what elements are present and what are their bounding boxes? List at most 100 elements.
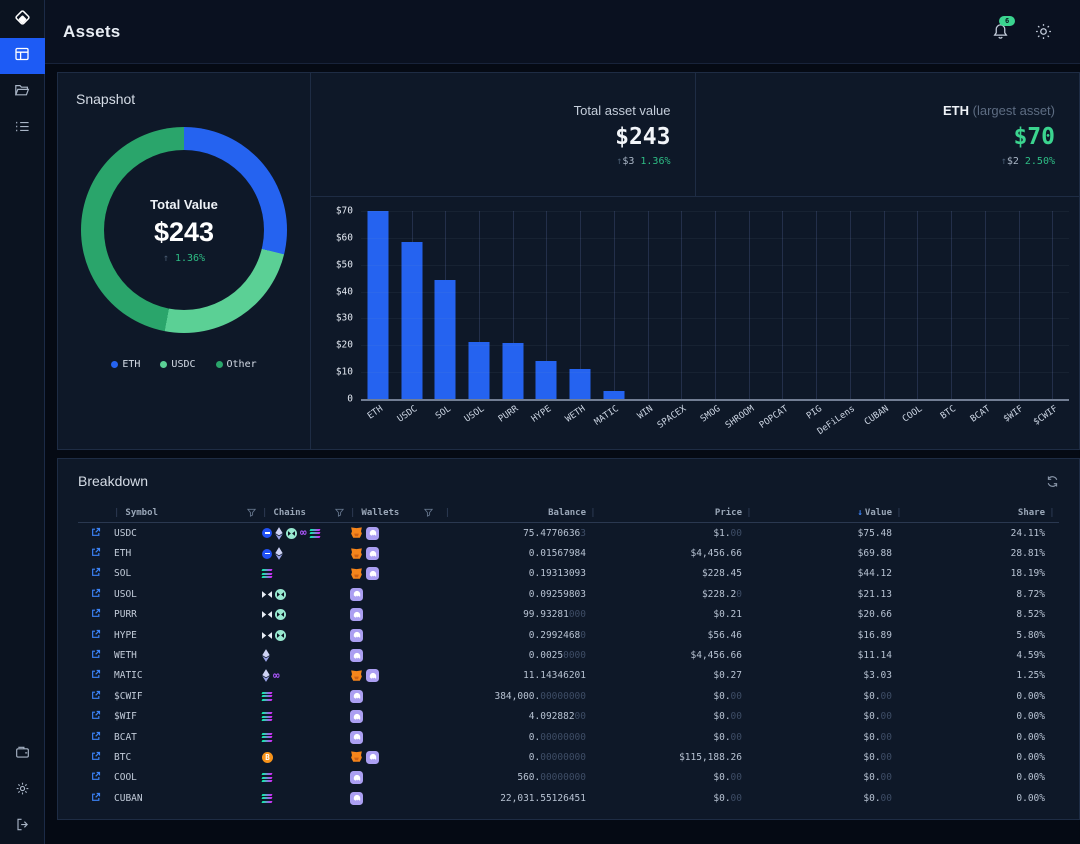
x-axis-label-$CWIF: $CWIF <box>1031 404 1060 428</box>
bar-column-DeFiLens <box>833 211 867 399</box>
external-link-icon[interactable] <box>91 731 101 744</box>
cell-share: 5.80% <box>1016 629 1045 641</box>
filter-icon-symbol[interactable] <box>247 508 256 517</box>
table-row-BTC[interactable]: BTC B 0.00000000 $115,188.26 $0.00 0.00% <box>78 747 1059 767</box>
column-header-balance[interactable]: Balance | <box>548 507 596 518</box>
sidebar-item-wallets[interactable] <box>0 736 45 772</box>
external-link-icon[interactable] <box>91 649 101 662</box>
x-axis-label-SPACEX: SPACEX <box>656 404 689 431</box>
legend-item-other[interactable]: Other <box>215 359 257 370</box>
table-row-BCAT[interactable]: BCAT 0.00000000 $0.00 $0.00 0.00% <box>78 727 1059 747</box>
table-row-$CWIF[interactable]: $CWIF 384,000.00000000 $0.00 $0.00 0.00% <box>78 686 1059 706</box>
table-row-SOL[interactable]: SOL 0.19313093 $228.45 $44.12 18.19% <box>78 564 1059 584</box>
table-row-USDC[interactable]: USDC ∞ 75.47706363 $1.00 $75.48 24.11% <box>78 523 1059 543</box>
bar-column-COOL <box>901 211 935 399</box>
external-link-icon[interactable] <box>91 710 101 723</box>
external-link-icon[interactable] <box>91 608 101 621</box>
column-header-price[interactable]: Price | <box>714 507 752 518</box>
column-header-wallets[interactable]: | Wallets | <box>350 507 450 518</box>
cell-wallets <box>350 649 450 663</box>
table-row-COOL[interactable]: COOL 560.00000000 $0.00 $0.00 0.00% <box>78 768 1059 788</box>
cell-balance: 0.01567984 <box>528 548 586 560</box>
table-header: | Symbol | Chains | Wallets | Balance | Pric… <box>78 503 1059 523</box>
cell-price: $0.00 <box>713 731 742 743</box>
cell-value: $0.00 <box>863 731 892 743</box>
filter-icon-wallets[interactable] <box>423 508 433 517</box>
ethereum-chain-icon <box>275 526 283 540</box>
table-row-ETH[interactable]: ETH 0.01567984 $4,456.66 $69.88 28.81% <box>78 543 1059 563</box>
phantom-wallet-icon <box>366 547 379 561</box>
phantom-wallet-icon <box>350 730 363 744</box>
table-row-$WIF[interactable]: $WIF 4.09288200 $0.00 $0.00 0.00% <box>78 707 1059 727</box>
bar-column-ETH <box>361 211 395 399</box>
sidebar-item-settings[interactable] <box>0 772 45 808</box>
cell-chains <box>261 691 350 701</box>
legend-item-usdc[interactable]: USDC <box>160 359 196 370</box>
sidebar-item-dashboard[interactable] <box>0 38 45 74</box>
cell-symbol: CUBAN <box>114 792 143 804</box>
stats-row: Total asset value $243 ↑$3 1.36% ETH (la… <box>311 73 1079 197</box>
y-axis-tick: $70 <box>335 205 353 217</box>
notification-badge: 6 <box>999 16 1016 26</box>
external-link-icon[interactable] <box>91 771 101 784</box>
column-header-share[interactable]: Share | <box>1017 507 1055 518</box>
solana-chain-icon <box>261 732 273 742</box>
y-axis-tick: $20 <box>335 339 353 351</box>
legend-item-eth[interactable]: ETH <box>111 359 140 370</box>
phantom-wallet-icon <box>366 669 379 683</box>
bar-column-MATIC <box>597 211 631 399</box>
table-row-HYPE[interactable]: HYPE 0.29924680 $56.46 $16.89 5.80% <box>78 625 1059 645</box>
sidebar-item-portfolio[interactable] <box>0 74 45 110</box>
x-axis-label-BCAT: BCAT <box>968 404 993 425</box>
legend-dot <box>111 361 119 368</box>
sidebar-item-transactions[interactable] <box>0 110 45 146</box>
external-link-icon[interactable] <box>91 669 101 682</box>
external-link-icon[interactable] <box>91 792 101 805</box>
table-row-PURR[interactable]: PURR 99.93281000 $0.21 $20.66 8.52% <box>78 605 1059 625</box>
external-link-icon[interactable] <box>91 547 101 560</box>
x-axis-label-MATIC: MATIC <box>593 404 622 428</box>
bar-HYPE <box>535 361 557 399</box>
external-link-icon[interactable] <box>91 567 101 580</box>
theme-toggle-button[interactable] <box>1035 23 1052 40</box>
notifications-button[interactable]: 6 <box>992 16 1016 40</box>
table-row-MATIC[interactable]: MATIC ∞ 11.14346201 $0.27 $3.03 1.25% <box>78 666 1059 686</box>
x-axis-label-COOL: COOL <box>901 404 925 425</box>
cell-chains <box>262 547 350 560</box>
table-row-CUBAN[interactable]: CUBAN 22,031.55126451 $0.00 $0.00 0.00% <box>78 788 1059 808</box>
external-link-icon[interactable] <box>91 588 101 601</box>
bar-column-SMOG <box>698 211 732 399</box>
bar-column-$CWIF <box>1035 211 1069 399</box>
app-logo[interactable] <box>0 0 45 38</box>
bar-column-POPCAT <box>766 211 800 399</box>
bar-column-SOL <box>428 211 462 399</box>
hypercore-chain-icon <box>262 591 272 598</box>
cell-balance: 0.00250000 <box>528 650 586 662</box>
filter-icon-chains[interactable] <box>335 508 344 517</box>
logout-icon <box>15 817 30 836</box>
bar-column-SPACEX <box>664 211 698 399</box>
phantom-wallet-icon <box>366 567 379 581</box>
cell-share: 0.00% <box>1016 792 1045 804</box>
refresh-button[interactable] <box>1046 475 1059 488</box>
bar-MATIC <box>603 390 625 399</box>
external-link-icon[interactable] <box>91 690 101 703</box>
cell-wallets <box>350 750 450 764</box>
sidebar-item-logout[interactable] <box>0 808 45 844</box>
external-link-icon[interactable] <box>91 629 101 642</box>
column-header-chains[interactable]: | Chains <box>262 508 350 518</box>
table-row-USOL[interactable]: USOL 0.09259803 $228.20 $21.13 8.72% <box>78 584 1059 604</box>
column-header-value[interactable]: ↓ Value | <box>857 507 902 518</box>
cell-wallets <box>350 669 450 683</box>
table-row-WETH[interactable]: WETH 0.00250000 $4,456.66 $11.14 4.59% <box>78 645 1059 665</box>
total-asset-value-panel: Total asset value $243 ↑$3 1.36% <box>311 73 696 196</box>
external-link-icon[interactable] <box>91 527 101 540</box>
stats-and-chart: Total asset value $243 ↑$3 1.36% ETH (la… <box>311 73 1079 449</box>
donut-center-value: $243 <box>153 216 215 247</box>
bar-PURR <box>502 343 524 399</box>
column-header-symbol[interactable]: | Symbol <box>114 508 262 518</box>
cell-value: $20.66 <box>857 609 892 621</box>
cell-wallets <box>350 771 450 785</box>
external-link-icon[interactable] <box>91 751 101 764</box>
cell-share: 8.52% <box>1016 609 1045 621</box>
